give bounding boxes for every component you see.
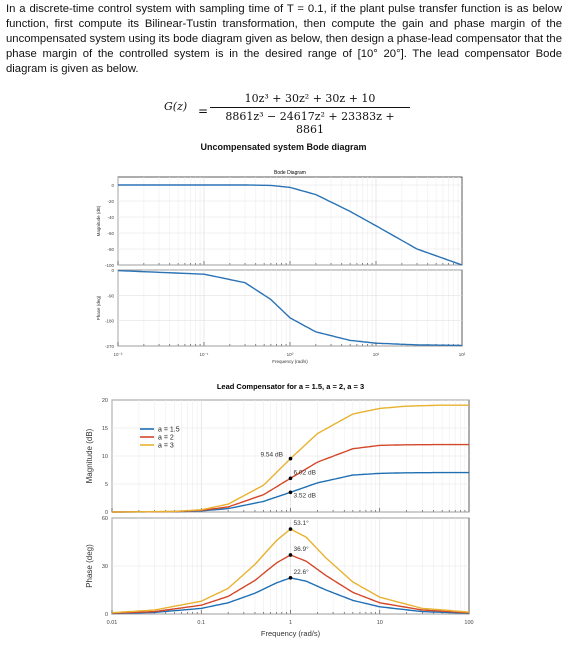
annotation-point — [288, 490, 293, 495]
problem-line-2: below function, first compute its Biline… — [6, 3, 562, 30]
x-axis-label: Frequency (rad/s) — [272, 359, 308, 364]
equation-lhs: G(z) — [164, 100, 188, 113]
annotation-label: 3.52 dB — [294, 492, 316, 499]
series-line-1-0 — [117, 269, 462, 347]
annotation-label: 22.6° — [294, 568, 310, 576]
annotation-point — [288, 476, 293, 481]
x-tick-label: 10 — [377, 620, 383, 626]
y-tick-label: 0 — [105, 510, 108, 516]
x-tick-label: 10⁻¹ — [200, 352, 209, 357]
annotation-point — [288, 456, 293, 461]
y-tick-label: 15 — [102, 426, 108, 432]
y-tick-label: -100 — [105, 263, 115, 268]
problem-line-3: of the uncompensated system using its bo… — [6, 18, 563, 45]
series-line-0-2 — [112, 404, 469, 513]
equation-equals: = — [198, 104, 209, 118]
equation-numerator: 10z³ + 30z² + 30z + 10 — [244, 92, 376, 105]
y-tick-label: -60 — [107, 231, 114, 236]
y-tick-label: 20 — [102, 398, 108, 404]
annotation-point — [288, 576, 293, 580]
legend-entry: a = 2 — [158, 435, 174, 442]
y-tick-label: -80 — [107, 247, 114, 252]
fraction-bar — [210, 107, 410, 108]
x-tick-label: 10¹ — [373, 352, 380, 357]
y-axis-label-1: Phase (deg) — [85, 544, 94, 588]
problem-statement: In a discrete-time control system with s… — [6, 2, 562, 77]
problem-line-5: compensator Bode diagram is given as bel… — [6, 48, 563, 75]
y-axis-label-1: Phase (deg) — [96, 295, 101, 320]
y-tick-label: -270 — [105, 344, 115, 349]
y-tick-label: 5 — [105, 482, 108, 488]
y-tick-label: 0 — [105, 612, 108, 618]
y-axis-label-0: Magnitude (dB) — [85, 428, 94, 483]
x-tick-label: 0.1 — [197, 620, 205, 626]
y-tick-label: -90 — [107, 293, 114, 298]
equation-fraction: 10z³ + 30z² + 30z + 10 8861z³ − 24617z² … — [210, 92, 410, 136]
chart-title: Bode Diagram — [274, 170, 306, 176]
x-tick-label: 1 — [289, 620, 292, 626]
x-tick-label: 0.01 — [107, 620, 118, 626]
y-tick-label: -180 — [105, 319, 115, 324]
legend-entry: a = 1.5 — [158, 427, 180, 434]
annotation-label: 53.1° — [294, 519, 310, 527]
annotation-label: 36.9° — [294, 545, 310, 553]
y-tick-label: 10 — [102, 454, 108, 460]
series-line-0-0 — [118, 184, 463, 266]
y-tick-label: -20 — [107, 199, 114, 204]
annotation-point — [288, 553, 293, 557]
y-tick-label: -40 — [107, 215, 114, 220]
transfer-function-equation: G(z) = 10z³ + 30z² + 30z + 10 8861z³ − 2… — [150, 92, 450, 136]
problem-line-1: In a discrete-time control system with s… — [6, 3, 529, 15]
legend-entry: a = 3 — [158, 443, 174, 450]
x-tick-label: 10⁰ — [287, 352, 294, 357]
chart-title: Lead Compensator for a = 1.5, a = 2, a =… — [217, 382, 364, 391]
problem-line-4: compensator that the phase margin of the… — [6, 33, 562, 60]
y-tick-label: 0 — [111, 268, 114, 273]
y-axis-label-0: Magnitude (dB) — [96, 205, 101, 236]
y-tick-label: 0 — [111, 183, 114, 188]
chart1-caption: Uncompensated system Bode diagram — [200, 142, 367, 152]
equation-denominator: 8861z³ − 24617z² + 23383z + 8861 — [225, 110, 395, 136]
x-tick-label: 10⁻² — [114, 352, 123, 357]
x-tick-label: 100 — [464, 620, 473, 626]
y-tick-label: 60 — [102, 516, 108, 522]
uncompensated-bode-chart: Bode Diagram 0 -20 -40 -60 -80 -100 Magnitude (… — [96, 170, 466, 364]
x-axis-label: Frequency (rad/s) — [261, 629, 321, 638]
lead-compensator-chart: Lead Compensator for a = 1.5, a = 2, a =… — [85, 382, 474, 638]
annotation-label: 9.54 dB — [261, 452, 283, 459]
annotation-label: 6.02 dB — [294, 469, 316, 476]
x-tick-label: 10² — [459, 352, 466, 357]
annotation-point — [288, 527, 293, 531]
y-tick-label: 30 — [102, 564, 108, 570]
